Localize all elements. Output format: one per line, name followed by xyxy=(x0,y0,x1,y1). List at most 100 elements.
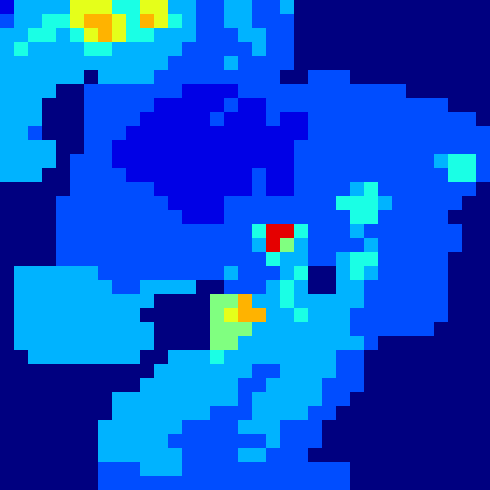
heat-cell xyxy=(420,252,435,267)
heat-cell xyxy=(42,448,57,463)
heat-cell xyxy=(140,280,155,295)
heat-cell xyxy=(350,98,365,113)
heat-cell xyxy=(308,434,323,449)
heat-cell xyxy=(168,0,183,15)
heat-cell xyxy=(112,126,127,141)
heat-cell xyxy=(70,420,85,435)
heat-cell xyxy=(14,434,29,449)
heat-cell xyxy=(0,210,15,225)
heat-cell xyxy=(462,0,477,15)
heat-cell xyxy=(98,378,113,393)
heat-cell xyxy=(350,406,365,421)
heat-cell xyxy=(476,0,490,15)
heat-cell xyxy=(112,462,127,477)
heat-cell xyxy=(322,238,337,253)
heat-cell xyxy=(336,462,351,477)
heat-cell xyxy=(336,112,351,127)
heat-cell xyxy=(126,392,141,407)
heat-cell xyxy=(476,140,490,155)
heat-cell xyxy=(476,28,490,43)
heat-cell xyxy=(42,462,57,477)
heat-cell xyxy=(210,434,225,449)
heat-cell xyxy=(112,308,127,323)
heat-cell xyxy=(364,84,379,99)
heat-cell xyxy=(238,126,253,141)
heat-cell xyxy=(210,84,225,99)
heat-cell xyxy=(294,322,309,337)
heat-cell xyxy=(0,182,15,197)
heat-cell xyxy=(84,210,99,225)
heat-cell xyxy=(98,42,113,57)
heat-cell xyxy=(308,112,323,127)
heat-cell xyxy=(322,392,337,407)
heat-cell xyxy=(350,364,365,379)
heat-cell xyxy=(322,434,337,449)
heat-cell xyxy=(266,28,281,43)
heat-cell xyxy=(210,154,225,169)
heat-cell xyxy=(392,434,407,449)
heat-cell xyxy=(350,392,365,407)
heat-cell xyxy=(84,238,99,253)
heat-cell xyxy=(196,322,211,337)
heat-cell xyxy=(392,70,407,85)
heat-cell xyxy=(238,308,253,323)
heat-cell xyxy=(84,462,99,477)
heat-cell xyxy=(420,182,435,197)
heat-cell xyxy=(434,84,449,99)
heat-cell xyxy=(112,0,127,15)
heat-cell xyxy=(434,14,449,29)
heat-cell xyxy=(126,462,141,477)
heat-cell xyxy=(308,98,323,113)
heat-cell xyxy=(210,294,225,309)
heat-cell xyxy=(462,14,477,29)
heat-cell xyxy=(168,98,183,113)
heat-cell xyxy=(462,182,477,197)
heat-cell xyxy=(112,140,127,155)
heat-cell xyxy=(56,266,71,281)
heat-cell xyxy=(406,56,421,71)
heat-cell xyxy=(322,154,337,169)
heat-cell xyxy=(224,154,239,169)
heat-cell xyxy=(126,224,141,239)
heat-cell xyxy=(140,434,155,449)
heat-cell xyxy=(28,0,43,15)
heat-cell xyxy=(238,42,253,57)
heat-cell xyxy=(294,42,309,57)
heat-cell xyxy=(0,462,15,477)
heat-cell xyxy=(14,280,29,295)
heat-cell xyxy=(224,434,239,449)
heat-cell xyxy=(84,448,99,463)
heat-cell xyxy=(448,406,463,421)
heat-cell xyxy=(350,168,365,183)
heat-cell xyxy=(406,210,421,225)
heat-cell xyxy=(14,392,29,407)
heat-cell xyxy=(462,140,477,155)
heat-cell xyxy=(98,70,113,85)
heat-cell xyxy=(84,70,99,85)
heat-cell xyxy=(154,56,169,71)
heat-cell xyxy=(112,266,127,281)
heat-cell xyxy=(420,308,435,323)
heat-cell xyxy=(154,84,169,99)
heat-cell xyxy=(294,0,309,15)
heat-cell xyxy=(14,378,29,393)
heat-cell xyxy=(350,434,365,449)
heat-cell xyxy=(378,252,393,267)
heat-cell xyxy=(266,266,281,281)
heat-cell xyxy=(266,336,281,351)
heat-cell xyxy=(476,280,490,295)
heat-cell xyxy=(476,336,490,351)
heat-cell xyxy=(476,266,490,281)
heat-cell xyxy=(378,336,393,351)
heat-cell xyxy=(308,42,323,57)
heat-cell xyxy=(84,308,99,323)
heat-cell xyxy=(392,98,407,113)
heat-cell xyxy=(420,112,435,127)
heat-cell xyxy=(238,252,253,267)
heat-cell xyxy=(434,0,449,15)
heat-cell xyxy=(420,476,435,490)
heat-cell xyxy=(364,224,379,239)
heat-cell xyxy=(210,406,225,421)
heat-cell xyxy=(182,70,197,85)
heat-cell xyxy=(476,196,490,211)
